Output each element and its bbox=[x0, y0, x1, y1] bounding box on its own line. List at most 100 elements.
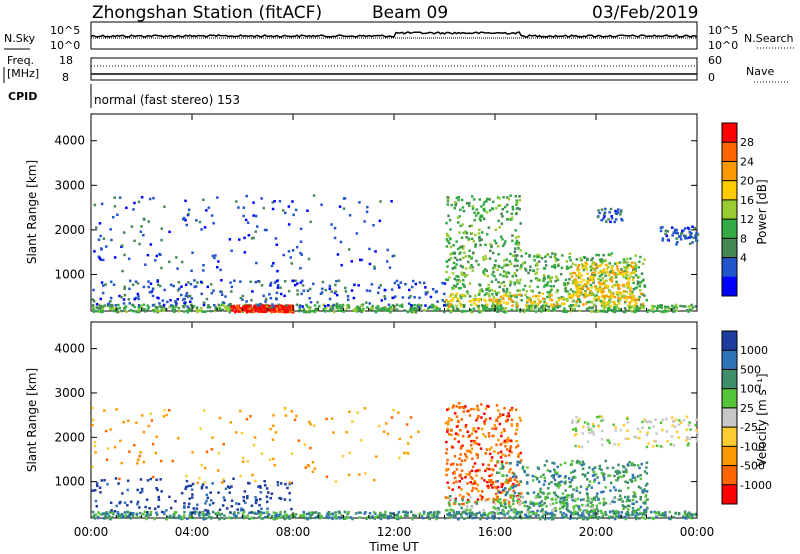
heat-cell bbox=[458, 280, 462, 283]
heat-cell bbox=[272, 262, 275, 265]
heat-cell bbox=[389, 306, 392, 309]
heat-cell bbox=[454, 514, 457, 517]
heat-cell bbox=[476, 407, 479, 410]
heat-cell bbox=[129, 512, 133, 515]
colorbar-tick-label: 20 bbox=[740, 175, 754, 188]
heat-cell bbox=[229, 281, 232, 284]
heat-cell bbox=[589, 306, 592, 310]
heat-cell bbox=[371, 307, 374, 310]
heat-cell bbox=[452, 516, 455, 519]
heat-cell bbox=[249, 280, 252, 283]
heat-cell bbox=[557, 475, 561, 478]
heat-cell bbox=[546, 469, 549, 472]
heat-cell bbox=[555, 257, 558, 261]
heat-cell bbox=[271, 303, 274, 306]
heat-cell bbox=[534, 304, 537, 308]
heat-cell bbox=[128, 450, 131, 453]
heat-cell bbox=[284, 305, 287, 308]
heat-cell bbox=[120, 461, 123, 465]
heat-cell bbox=[612, 512, 616, 515]
heat-cell bbox=[620, 217, 623, 221]
heat-cell bbox=[209, 309, 213, 313]
heat-cell bbox=[277, 310, 280, 314]
heat-cell bbox=[265, 487, 269, 490]
heat-cell bbox=[568, 252, 572, 255]
heat-cell bbox=[468, 508, 472, 512]
heat-cell bbox=[518, 195, 521, 198]
heat-cell bbox=[288, 491, 291, 495]
heat-cell bbox=[614, 308, 617, 311]
heat-cell bbox=[204, 502, 207, 505]
heat-cell bbox=[471, 513, 475, 516]
heat-cell bbox=[526, 491, 529, 495]
heat-cell bbox=[483, 513, 486, 517]
heat-cell bbox=[597, 288, 600, 291]
heat-cell bbox=[495, 293, 498, 297]
heat-cell bbox=[608, 299, 611, 302]
heat-cell bbox=[465, 508, 469, 512]
heat-cell bbox=[285, 309, 289, 312]
heat-cell bbox=[531, 474, 535, 478]
heat-cell bbox=[140, 225, 143, 228]
heat-cell bbox=[140, 196, 144, 199]
heat-cell bbox=[111, 516, 114, 519]
heat-cell bbox=[563, 476, 567, 479]
heat-cell bbox=[472, 427, 476, 430]
heat-cell bbox=[307, 257, 311, 261]
heat-cell bbox=[102, 258, 105, 262]
heat-cell bbox=[169, 299, 172, 302]
heat-cell bbox=[506, 436, 510, 440]
heat-cell bbox=[573, 271, 577, 275]
heat-cell bbox=[373, 517, 376, 520]
heat-cell bbox=[614, 426, 617, 429]
heat-cell bbox=[543, 306, 546, 310]
heat-cell bbox=[279, 513, 282, 516]
heat-cell bbox=[434, 305, 438, 308]
heat-cell bbox=[501, 467, 505, 470]
heat-cell bbox=[641, 293, 644, 296]
heat-cell bbox=[501, 238, 504, 241]
heat-cell bbox=[235, 431, 238, 434]
heat-cell bbox=[193, 510, 196, 513]
heat-cell bbox=[285, 307, 289, 310]
heat-cell bbox=[478, 236, 481, 240]
heat-cell bbox=[562, 499, 565, 503]
heat-cell bbox=[580, 516, 584, 519]
heat-cell bbox=[185, 479, 189, 483]
heat-cell bbox=[501, 207, 504, 211]
heat-cell bbox=[339, 240, 343, 244]
heat-cell bbox=[123, 285, 126, 289]
heat-cell bbox=[575, 486, 578, 489]
heat-cell bbox=[525, 516, 528, 520]
heat-cell bbox=[644, 419, 647, 423]
heat-cell bbox=[574, 278, 577, 281]
heat-cell bbox=[601, 304, 605, 308]
heat-cell bbox=[252, 516, 256, 520]
heat-cell bbox=[409, 416, 413, 419]
heat-cell bbox=[620, 511, 623, 514]
heat-cell bbox=[485, 303, 489, 307]
heat-cell bbox=[604, 207, 607, 211]
heat-cell bbox=[526, 466, 529, 469]
heat-cell bbox=[500, 463, 504, 466]
heat-cell bbox=[639, 255, 642, 259]
heat-cell bbox=[618, 309, 622, 313]
heat-cell bbox=[529, 268, 532, 272]
heat-cell bbox=[452, 244, 455, 247]
heat-cell bbox=[592, 276, 595, 279]
heat-cell bbox=[510, 516, 513, 520]
heat-cell bbox=[518, 199, 522, 202]
heat-cell bbox=[209, 491, 212, 494]
heat-cell bbox=[620, 268, 623, 271]
heat-cell bbox=[633, 261, 637, 265]
heat-cell bbox=[696, 431, 699, 435]
heat-cell bbox=[482, 258, 485, 262]
heat-cell bbox=[672, 444, 676, 447]
heat-cell bbox=[424, 286, 427, 289]
heat-cell bbox=[493, 424, 496, 427]
heat-cell bbox=[685, 439, 688, 442]
heat-cell bbox=[510, 212, 514, 215]
velocity-heatmap bbox=[91, 402, 699, 521]
heat-cell bbox=[200, 228, 203, 231]
heat-cell bbox=[97, 238, 101, 241]
